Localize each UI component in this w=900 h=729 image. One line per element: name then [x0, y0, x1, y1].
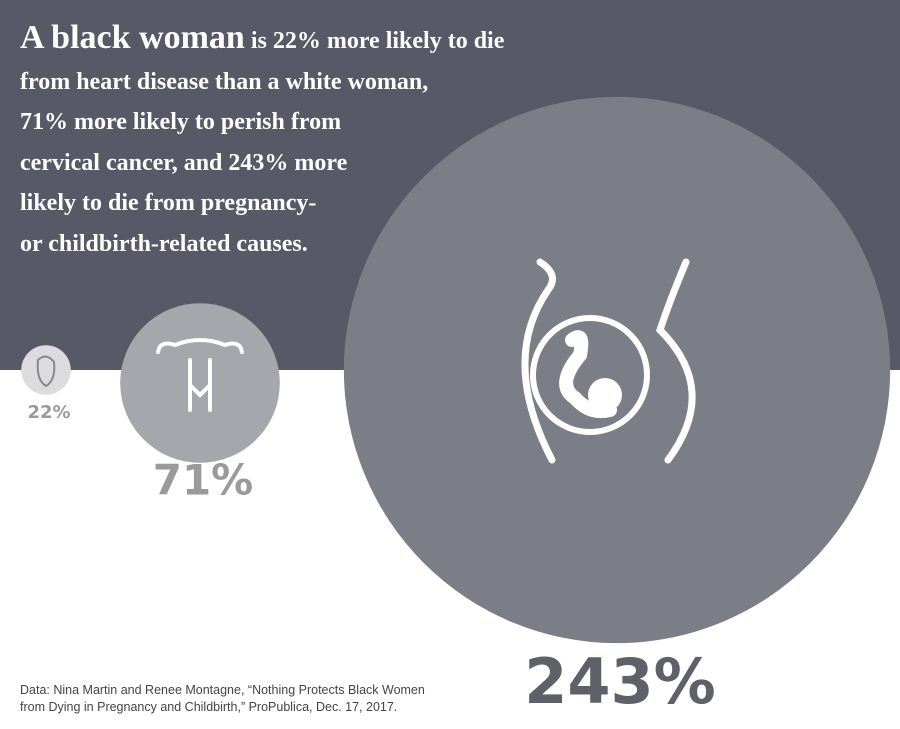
icons — [36, 258, 696, 464]
body-icon — [521, 258, 556, 464]
headline-line: A black woman is 22% more likely to die — [20, 18, 600, 62]
uterus-icon — [156, 338, 244, 412]
value-label: 22% — [27, 402, 70, 423]
body-icon — [655, 258, 696, 464]
headline-line: cervical cancer, and 243% more — [20, 143, 600, 184]
headline-line: or childbirth-related causes. — [20, 224, 600, 265]
value-label: 71% — [153, 456, 254, 505]
headline-text: from heart disease than a white woman, — [20, 68, 429, 95]
headline-text: cervical cancer, and 243% more — [20, 149, 348, 176]
headline-line: 71% more likely to perish from — [20, 102, 600, 143]
headline: A black woman is 22% more likely to die f… — [20, 18, 600, 264]
source-line: from Dying in Pregnancy and Childbirth,”… — [20, 700, 398, 714]
headline-line: from heart disease than a white woman, — [20, 62, 600, 103]
fetus-head — [588, 378, 622, 412]
bubble — [120, 303, 280, 463]
headline-text: likely to die from pregnancy- — [20, 190, 317, 216]
bubble — [21, 345, 71, 395]
headline-line: likely to die from pregnancy- — [20, 183, 600, 224]
fetus-icon — [559, 330, 617, 419]
womb-icon — [530, 315, 650, 435]
headline-text: is 22% more likely to die — [250, 28, 505, 54]
headline-lead: A black woman — [20, 19, 245, 56]
headline-text: or childbirth-related causes. — [20, 230, 308, 257]
source-line: Data: Nina Martin and Renee Montagne, “N… — [20, 683, 425, 697]
bubble — [343, 96, 891, 644]
heart-icon — [36, 355, 56, 388]
value-label: 243% — [524, 645, 716, 718]
headline-text: 71% more likely to perish from — [20, 109, 342, 135]
source: Data: Nina Martin and Renee Montagne, “N… — [20, 682, 425, 716]
